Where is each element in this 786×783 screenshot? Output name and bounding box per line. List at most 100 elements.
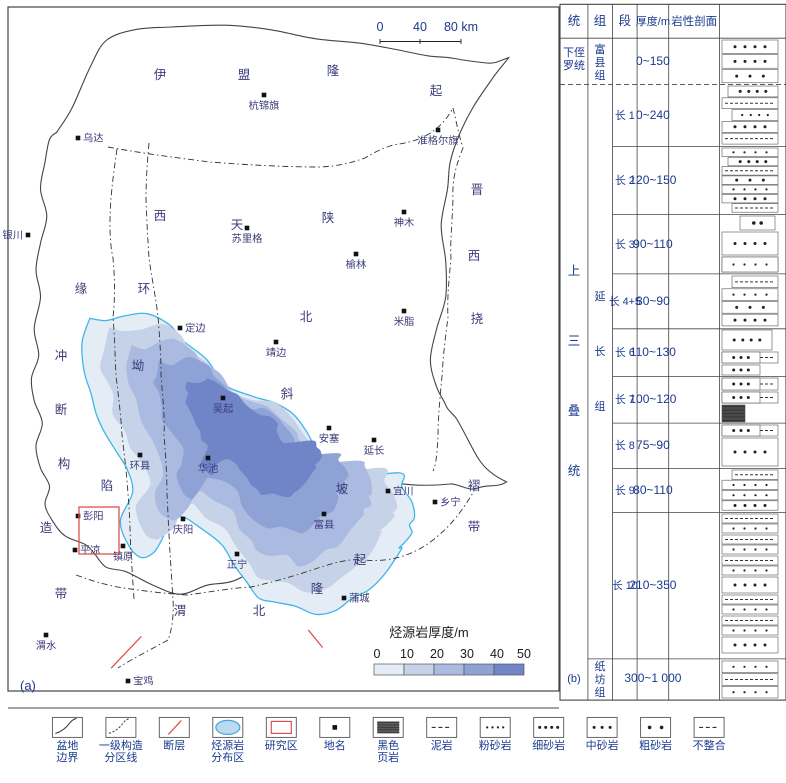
svg-text:延长: 延长 <box>364 445 385 457</box>
svg-text:黑色: 黑色 <box>377 738 399 752</box>
svg-text:0~240: 0~240 <box>636 108 670 122</box>
svg-text:10: 10 <box>400 647 414 661</box>
svg-text:盆地: 盆地 <box>56 738 78 752</box>
svg-text:带: 带 <box>468 520 481 534</box>
svg-text:组: 组 <box>595 399 606 413</box>
svg-text:北: 北 <box>300 310 313 324</box>
svg-text:神木: 神木 <box>394 216 415 229</box>
svg-text:组: 组 <box>595 68 606 82</box>
svg-text:地名: 地名 <box>324 738 346 752</box>
svg-text:分区线: 分区线 <box>104 750 137 764</box>
svg-text:陷: 陷 <box>101 478 114 493</box>
svg-text:造: 造 <box>40 521 53 535</box>
svg-text:细砂岩: 细砂岩 <box>532 738 565 752</box>
svg-text:庆阳: 庆阳 <box>173 523 194 536</box>
svg-text:纸: 纸 <box>595 660 606 673</box>
svg-text:断层: 断层 <box>163 738 185 752</box>
svg-text:渭水: 渭水 <box>36 640 57 652</box>
svg-text:安塞: 安塞 <box>319 432 340 445</box>
svg-text:三: 三 <box>568 334 581 348</box>
svg-text:120~150: 120~150 <box>629 173 676 187</box>
svg-text:长 9: 长 9 <box>615 484 635 497</box>
svg-text:厚度/m: 厚度/m <box>636 14 670 28</box>
svg-text:乡宁: 乡宁 <box>440 496 461 509</box>
svg-text:不整合: 不整合 <box>693 738 726 752</box>
svg-text:0: 0 <box>374 647 381 661</box>
svg-text:天: 天 <box>231 218 244 232</box>
svg-text:构: 构 <box>58 456 71 471</box>
svg-text:环: 环 <box>138 282 151 296</box>
svg-text:褶: 褶 <box>468 478 481 493</box>
svg-text:华池: 华池 <box>198 462 219 475</box>
svg-text:榆林: 榆林 <box>346 258 367 271</box>
svg-text:环县: 环县 <box>130 460 151 472</box>
svg-text:西: 西 <box>468 249 481 263</box>
svg-text:40: 40 <box>413 20 427 34</box>
svg-text:陕: 陕 <box>322 210 335 225</box>
svg-text:定边: 定边 <box>185 322 206 335</box>
svg-text:坊: 坊 <box>595 672 606 686</box>
svg-text:银川: 银川 <box>2 229 23 242</box>
svg-text:富县: 富县 <box>314 518 335 531</box>
svg-text:分布区: 分布区 <box>211 751 244 764</box>
svg-text:斜: 斜 <box>281 387 294 401</box>
svg-text:上: 上 <box>568 264 581 278</box>
svg-text:泥岩: 泥岩 <box>431 738 453 752</box>
svg-text:冲: 冲 <box>55 348 68 363</box>
svg-text:县: 县 <box>595 56 606 69</box>
svg-text:米脂: 米脂 <box>394 315 415 328</box>
svg-text:粉砂岩: 粉砂岩 <box>479 738 512 752</box>
svg-text:0~150: 0~150 <box>636 54 670 68</box>
svg-text:长 8: 长 8 <box>615 439 635 452</box>
svg-text:宜川: 宜川 <box>393 485 414 498</box>
svg-text:段: 段 <box>619 13 632 28</box>
svg-text:75~90: 75~90 <box>636 438 670 452</box>
svg-text:0: 0 <box>377 20 384 34</box>
svg-text:下侄: 下侄 <box>563 46 585 59</box>
svg-text:伊: 伊 <box>154 68 167 82</box>
svg-text:带: 带 <box>55 587 68 601</box>
svg-text:渭: 渭 <box>174 604 187 618</box>
svg-text:90~110: 90~110 <box>633 237 673 251</box>
svg-text:100~120: 100~120 <box>629 392 676 406</box>
svg-text:长 1: 长 1 <box>615 109 635 122</box>
svg-text:隆: 隆 <box>311 581 324 596</box>
svg-text:30: 30 <box>460 647 474 661</box>
svg-text:隆: 隆 <box>327 63 340 78</box>
svg-text:长: 长 <box>595 345 606 358</box>
svg-text:40: 40 <box>490 647 504 661</box>
svg-text:(a): (a) <box>20 678 36 693</box>
svg-text:210~350: 210~350 <box>629 578 676 592</box>
svg-text:延: 延 <box>595 290 606 303</box>
svg-text:80 km: 80 km <box>444 20 478 34</box>
svg-text:50: 50 <box>517 647 531 661</box>
svg-text:粗砂岩: 粗砂岩 <box>639 738 672 752</box>
svg-text:盟: 盟 <box>238 68 251 82</box>
svg-text:80~110: 80~110 <box>633 483 673 497</box>
svg-text:准格尔旗: 准格尔旗 <box>417 134 458 147</box>
svg-text:研究区: 研究区 <box>265 738 298 752</box>
svg-text:西: 西 <box>154 209 167 223</box>
svg-text:靖边: 靖边 <box>266 346 287 359</box>
svg-text:叠: 叠 <box>568 404 581 418</box>
svg-text:边界: 边界 <box>56 751 78 764</box>
svg-text:宝鸡: 宝鸡 <box>133 675 154 688</box>
svg-text:300~1 000: 300~1 000 <box>624 671 681 685</box>
svg-text:镇原: 镇原 <box>113 550 134 563</box>
svg-text:蒲城: 蒲城 <box>349 592 370 605</box>
svg-text:挠: 挠 <box>471 312 484 326</box>
svg-text:20: 20 <box>430 647 444 661</box>
svg-text:组: 组 <box>595 685 606 699</box>
svg-text:晋: 晋 <box>471 183 484 197</box>
svg-text:起: 起 <box>354 553 367 567</box>
svg-text:杭锦旗: 杭锦旗 <box>249 99 280 112</box>
svg-text:富: 富 <box>595 42 606 56</box>
svg-text:彭阳: 彭阳 <box>83 510 104 523</box>
svg-text:统: 统 <box>568 14 581 28</box>
svg-text:断: 断 <box>55 402 68 417</box>
svg-text:岩性剖面: 岩性剖面 <box>671 14 717 28</box>
svg-text:统: 统 <box>568 464 581 478</box>
svg-text:正宁: 正宁 <box>227 558 248 571</box>
svg-text:北: 北 <box>253 604 266 618</box>
svg-text:乌达: 乌达 <box>83 132 104 145</box>
